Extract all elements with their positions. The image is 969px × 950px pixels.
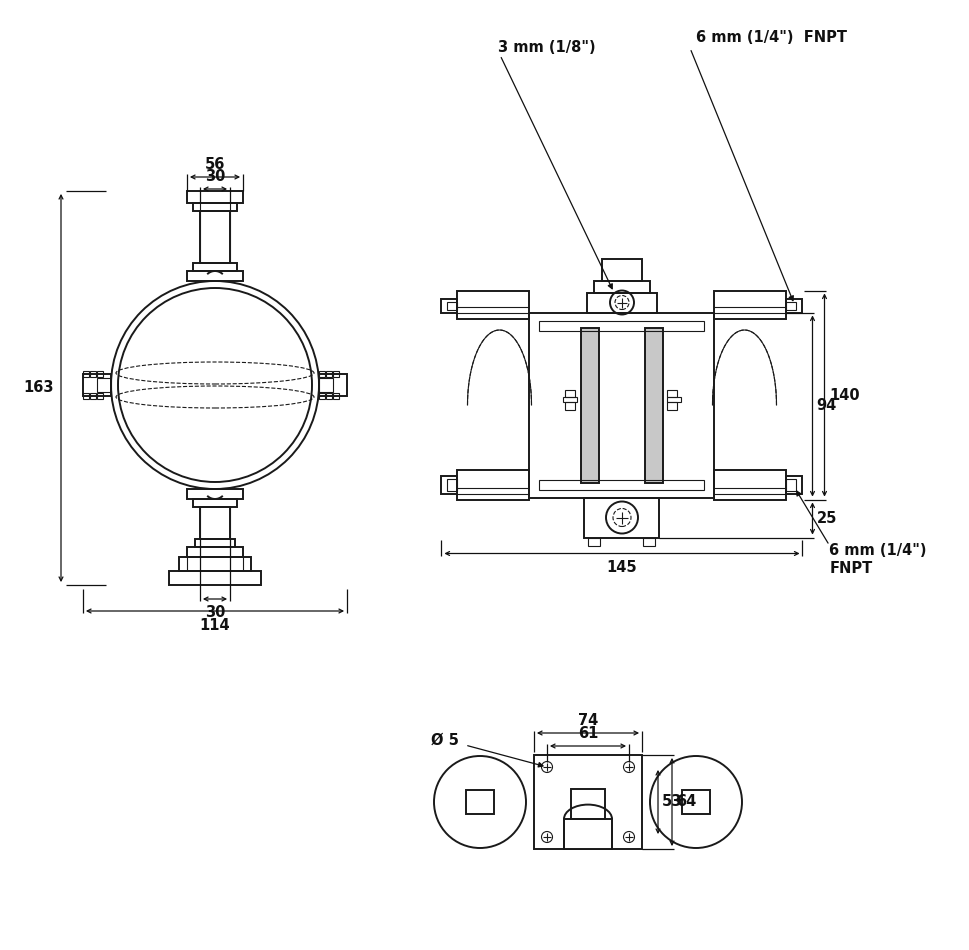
Bar — [564, 819, 612, 849]
Bar — [667, 390, 677, 397]
Bar — [565, 390, 575, 397]
Bar — [195, 539, 235, 547]
Text: 74: 74 — [578, 713, 598, 728]
Text: 3 mm (1/8"): 3 mm (1/8") — [498, 40, 596, 54]
Text: 140: 140 — [829, 388, 860, 403]
Bar — [200, 507, 230, 539]
Bar — [179, 557, 251, 571]
Text: 30: 30 — [204, 605, 225, 620]
Bar — [90, 393, 96, 399]
Bar — [83, 393, 89, 399]
Bar — [442, 476, 457, 493]
Bar — [83, 371, 89, 377]
Bar — [584, 498, 660, 538]
Text: 64: 64 — [676, 794, 697, 809]
Bar — [319, 374, 347, 396]
Bar — [565, 402, 575, 410]
Bar — [602, 258, 642, 280]
Bar — [540, 480, 704, 489]
Bar — [97, 371, 103, 377]
Text: 145: 145 — [607, 560, 638, 576]
Bar — [169, 571, 261, 585]
Text: 6 mm (1/4")
FNPT: 6 mm (1/4") FNPT — [829, 542, 927, 577]
Bar — [667, 397, 681, 402]
Bar — [187, 489, 243, 499]
Bar — [645, 328, 663, 483]
Bar — [466, 790, 494, 814]
Bar — [193, 499, 237, 507]
Bar — [529, 313, 714, 498]
Bar — [333, 371, 339, 377]
Bar — [333, 393, 339, 399]
Bar — [326, 371, 332, 377]
Bar — [193, 263, 237, 271]
Bar — [193, 203, 237, 211]
Bar — [714, 469, 787, 500]
Bar — [448, 301, 457, 310]
Bar — [97, 378, 111, 392]
Bar — [448, 479, 457, 490]
Text: 94: 94 — [817, 398, 837, 413]
Bar — [787, 476, 802, 493]
Bar — [457, 469, 529, 500]
Text: 6 mm (1/4")  FNPT: 6 mm (1/4") FNPT — [696, 30, 847, 46]
Bar — [540, 320, 704, 331]
Bar — [187, 191, 243, 203]
Bar — [319, 378, 333, 392]
Bar — [563, 397, 577, 402]
Text: 30: 30 — [204, 169, 225, 184]
Bar — [97, 393, 103, 399]
Bar — [787, 479, 797, 490]
Bar — [787, 301, 797, 310]
Bar — [588, 538, 601, 545]
Text: 61: 61 — [578, 726, 598, 741]
Bar — [587, 293, 657, 313]
Bar — [667, 402, 677, 410]
Bar — [442, 298, 457, 313]
Bar — [714, 291, 787, 318]
Bar — [187, 547, 243, 557]
Bar — [319, 393, 325, 399]
Bar — [90, 371, 96, 377]
Bar — [787, 298, 802, 313]
Bar — [200, 211, 230, 263]
Text: 56: 56 — [204, 157, 225, 172]
Bar — [643, 538, 655, 545]
Text: Ø 5: Ø 5 — [431, 732, 459, 748]
Text: 163: 163 — [23, 381, 54, 395]
Bar — [581, 328, 599, 483]
Bar — [682, 790, 710, 814]
Bar — [187, 271, 243, 281]
Bar — [326, 393, 332, 399]
Bar — [594, 280, 650, 293]
Bar — [534, 755, 642, 849]
Bar — [571, 789, 605, 819]
Text: 53: 53 — [662, 794, 682, 809]
Text: 25: 25 — [817, 511, 837, 526]
Bar — [319, 371, 325, 377]
Bar — [83, 374, 111, 396]
Bar — [457, 291, 529, 318]
Text: 114: 114 — [200, 618, 231, 633]
